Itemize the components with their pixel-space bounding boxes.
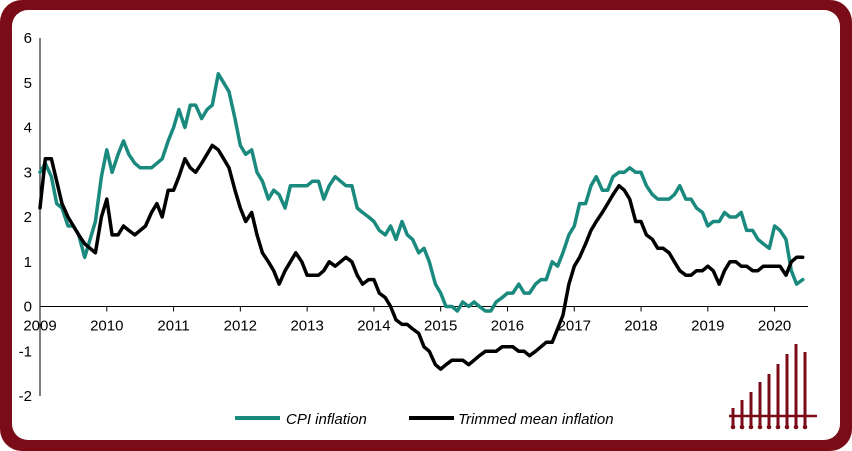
x-tick-label: 2011	[157, 318, 189, 335]
tick-labels: -2 -1 0 1 2 3 4 5 6 2009 2010 2011 2012 2013 2014 2015 2…	[19, 30, 792, 405]
x-tick-label: 2016	[491, 318, 524, 335]
x-tick-label: 2014	[357, 318, 390, 335]
chart-panel: -2 -1 0 1 2 3 4 5 6 2009 2010 2011 2012 2013 2014 2015 2…	[12, 10, 840, 440]
y-tick-label: 6	[24, 30, 32, 47]
series-line-trimmed-mean-inflation	[38, 143, 805, 371]
legend-label-cpi-inflation: CPI inflation	[286, 411, 367, 428]
logo-dot	[784, 424, 790, 430]
logo-dot	[775, 424, 781, 430]
x-tick-label: 2018	[624, 318, 657, 335]
y-tick-label: 3	[24, 164, 32, 181]
x-tick-label: 2015	[424, 318, 457, 335]
x-tick-label: 2017	[558, 318, 591, 335]
x-tick-label: 2019	[691, 318, 724, 335]
x-tick-label: 2013	[290, 318, 323, 335]
series-line-cpi-inflation	[38, 72, 805, 313]
x-tick-label: 2009	[23, 318, 56, 335]
line-chart: -2 -1 0 1 2 3 4 5 6 2009 2010 2011 2012 2013 2014 2015 2…	[19, 30, 817, 430]
y-tick-label: 2	[24, 209, 32, 226]
legend: CPI inflation Trimmed mean inflation	[235, 411, 614, 428]
axes	[39, 38, 808, 396]
series-layer	[38, 72, 805, 371]
legend-label-trimmed-mean-inflation: Trimmed mean inflation	[458, 411, 614, 428]
y-tick-label: 4	[24, 120, 32, 137]
y-tick-label: 0	[24, 299, 32, 316]
y-tick-label: 1	[24, 254, 32, 271]
y-tick-label: 5	[24, 75, 32, 92]
logo-dot	[739, 424, 745, 430]
x-tick-label: 2010	[90, 318, 123, 335]
x-tick-label: 2012	[224, 318, 257, 335]
logo-dot	[802, 424, 808, 430]
y-tick-label: -1	[19, 343, 32, 360]
logo-dot	[757, 424, 763, 430]
x-tick-label: 2020	[758, 318, 791, 335]
y-tick-label: -2	[19, 388, 32, 405]
logo-bars	[729, 344, 817, 430]
logo-dot	[793, 424, 799, 430]
logo-dot	[730, 424, 736, 430]
logo-dot	[766, 424, 772, 430]
logo-dot	[748, 424, 754, 430]
